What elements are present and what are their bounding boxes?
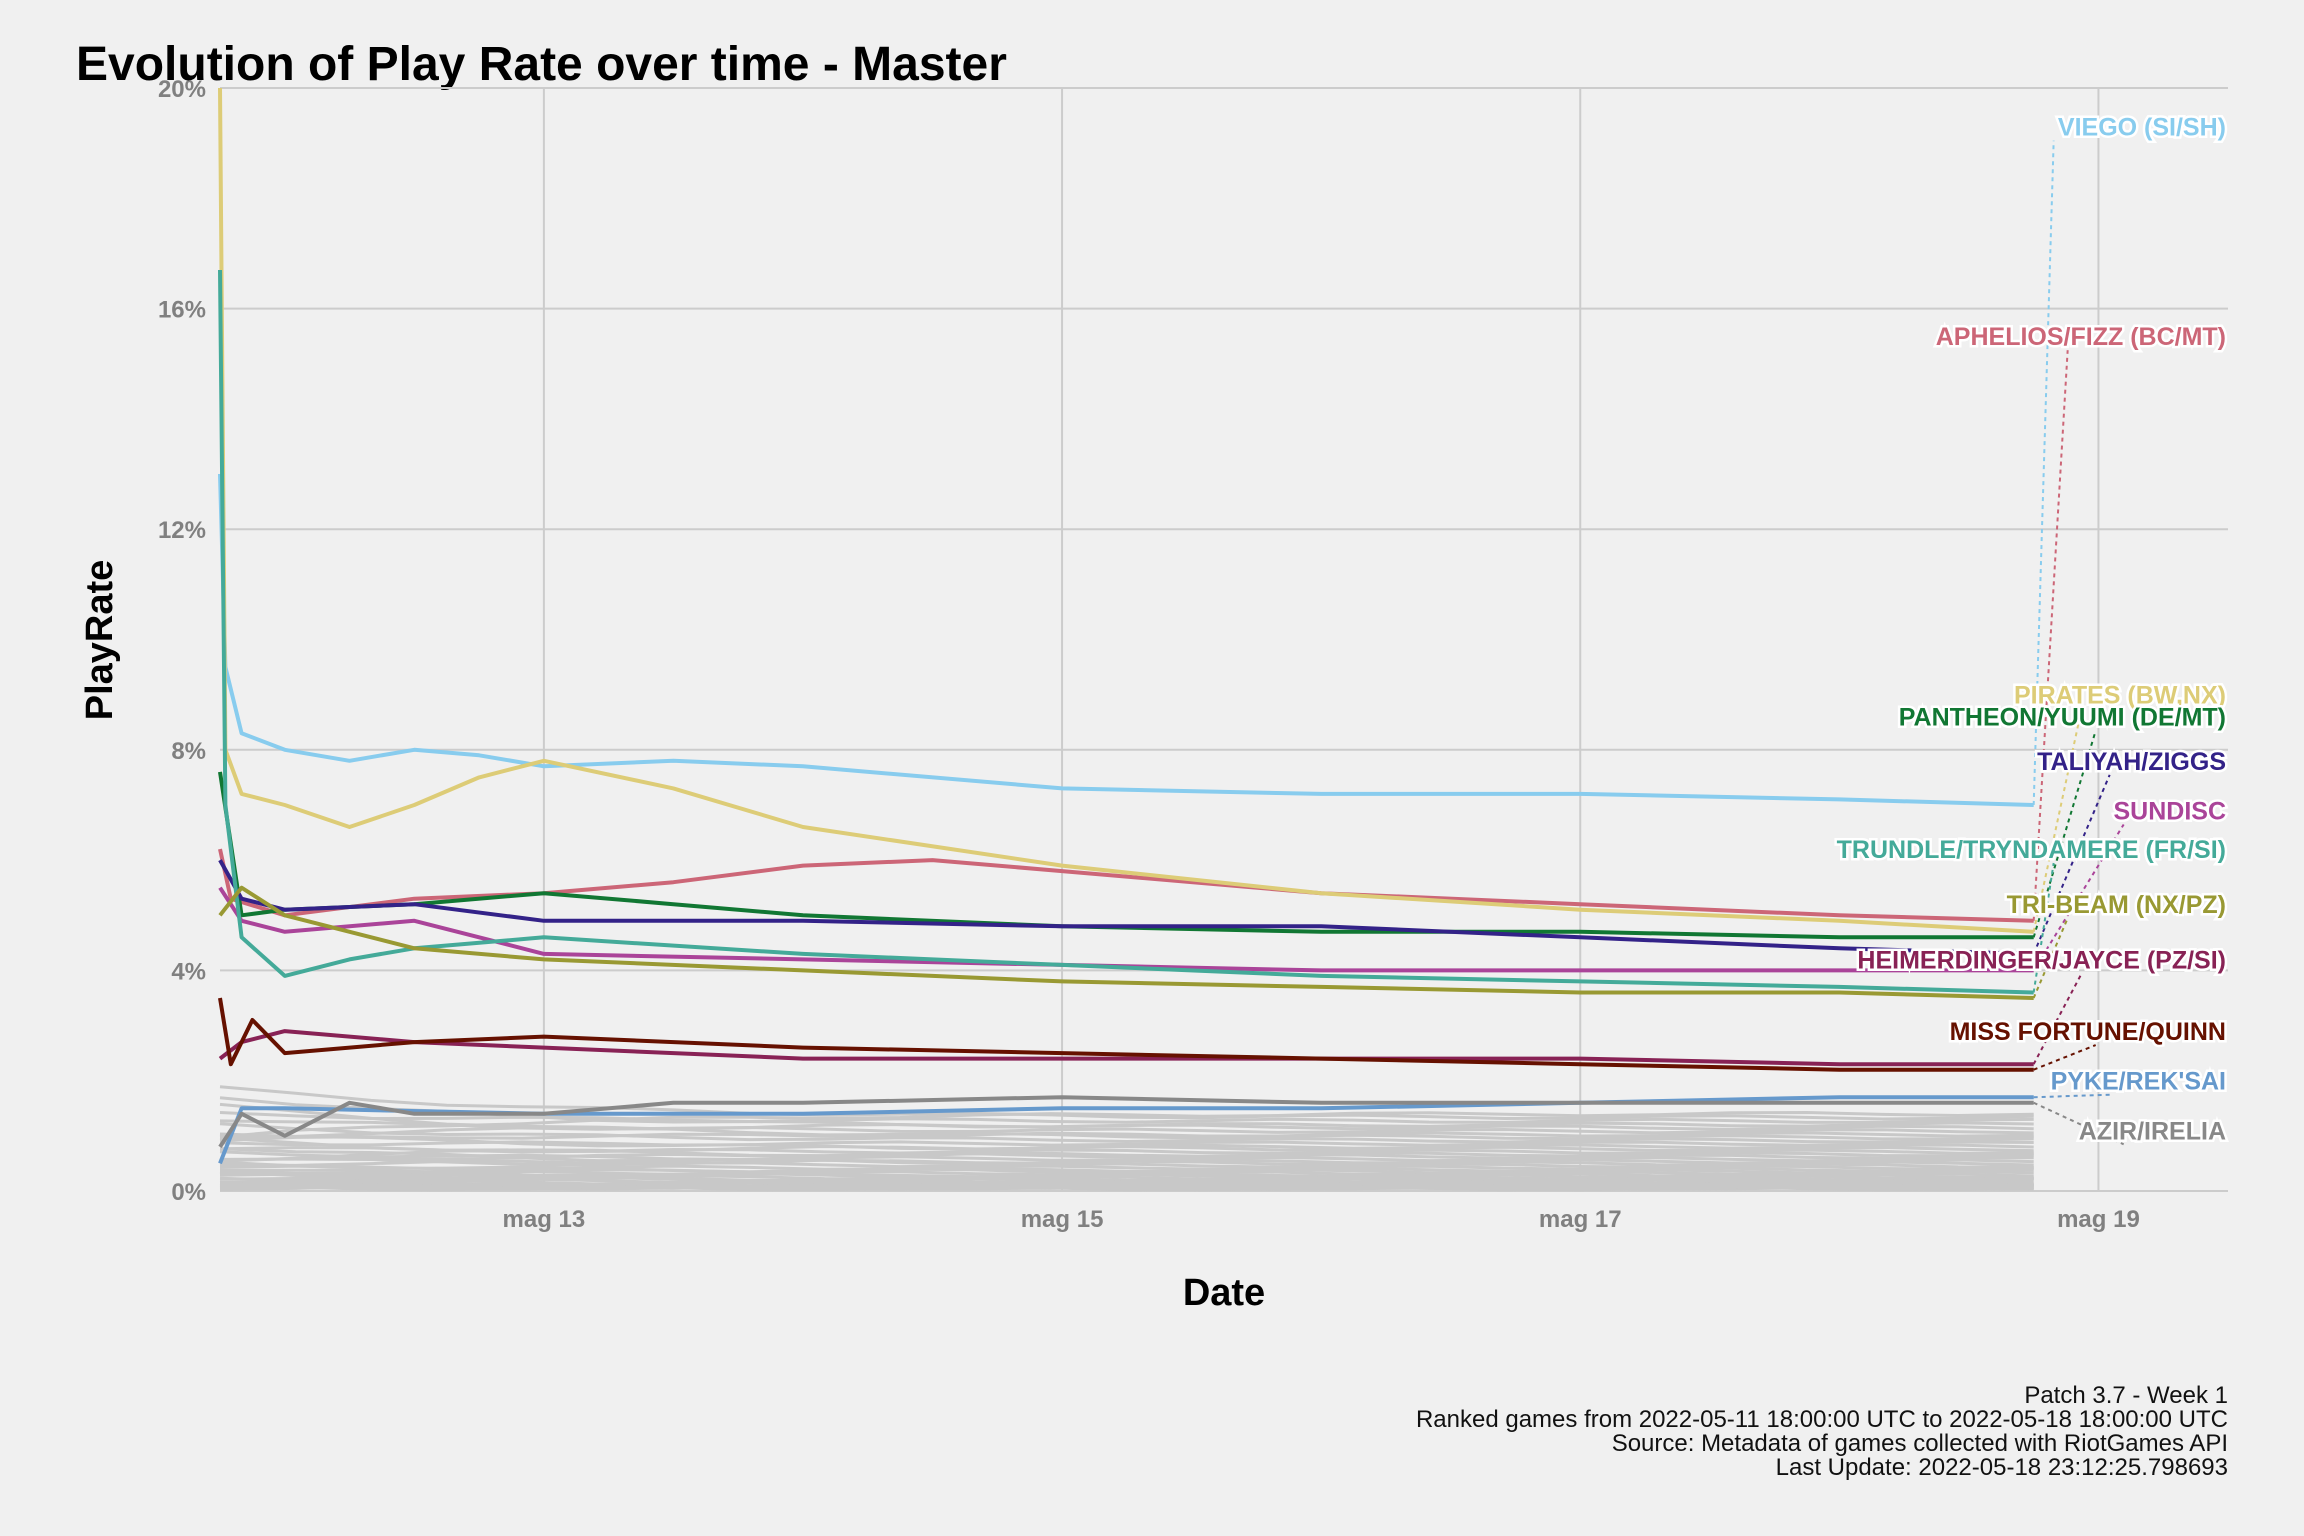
y-tick-label: 0% (171, 1179, 206, 1206)
series-lines (218, 87, 2034, 1165)
series-label: TALIYAH/ZIGGS (2037, 748, 2226, 776)
y-tick-label: 12% (158, 517, 206, 544)
background-series-line (219, 1184, 2034, 1192)
series-label: MISS FORTUNE/QUINN (1950, 1018, 2226, 1046)
series-label: PIRATES (BW,NX) (2014, 682, 2226, 710)
x-tick-label: mag 19 (2057, 1206, 2140, 1233)
background-series-line (219, 1131, 2034, 1143)
series-line (218, 1029, 2034, 1067)
series-labels: VIEGO (SI/SH) APHELIOS/FIZZ (BC/MT) PIRATE… (1834, 111, 2228, 1148)
background-series-line (219, 1085, 2034, 1121)
background-series (219, 1085, 2034, 1192)
series-line (218, 1095, 2034, 1148)
series-label: TRUNDLE/TRYNDAMERE (FR/SI) (1837, 836, 2226, 864)
series-line (218, 997, 2034, 1072)
y-tick-label: 4% (171, 958, 206, 985)
y-axis-label: PlayRate (79, 560, 121, 721)
background-series-line (219, 1096, 2034, 1131)
label-leader-line (2033, 1101, 2125, 1146)
label-leader-line (2032, 730, 2097, 938)
label-leader-line (2032, 140, 2055, 805)
label-leader-line (2032, 862, 2055, 993)
caption-range: Ranked games from 2022-05-11 18:00:00 UT… (1415, 1406, 2228, 1433)
series-label: AZIR/IRELIA (2079, 1117, 2226, 1145)
label-leader-line (2032, 774, 2111, 955)
background-series-line (219, 1136, 2034, 1160)
background-series-line (219, 1122, 2034, 1144)
y-tick-label: 20% (158, 76, 206, 103)
background-series-line (219, 1146, 2034, 1155)
label-leader-lines (2032, 140, 2125, 1146)
series-label: PANTHEON/YUUMI (DE/MT) (1899, 704, 2226, 732)
y-axis-ticks: 0% 4% 8% 12% 16% 20% (158, 76, 206, 1206)
background-series-line (219, 1102, 2034, 1141)
series-label: TRI-BEAM (NX/PZ) (2007, 891, 2226, 919)
series-label: VIEGO (SI/SH) (2058, 114, 2226, 142)
x-axis-label: Date (1183, 1272, 1265, 1314)
y-tick-label: 8% (171, 738, 206, 765)
label-leader-line (2032, 917, 2069, 999)
series-line (218, 1095, 2034, 1165)
label-leader-line (2033, 1044, 2097, 1071)
caption-source: Source: Metadata of games collected with… (1611, 1430, 2228, 1457)
series-line (218, 885, 2034, 1000)
grid-lines (220, 87, 2228, 1192)
chart-title: Evolution of Play Rate over time - Maste… (76, 38, 1007, 91)
background-series-line (219, 1110, 2034, 1139)
series-label: PYKE/REK'SAI (2051, 1068, 2226, 1096)
x-tick-label: mag 15 (1021, 1206, 1104, 1233)
chart-caption: Patch 3.7 - Week 1 Ranked games from 202… (1416, 1384, 2228, 1480)
series-line (218, 87, 2034, 934)
series-label: SUNDISC (2113, 797, 2226, 825)
x-tick-label: mag 17 (1539, 1206, 1622, 1233)
y-tick-label: 16% (158, 297, 206, 324)
label-leader-line (2032, 708, 2083, 933)
series-line (218, 886, 2034, 973)
series-label: HEIMERDINGER/JAYCE (PZ/SI) (1857, 946, 2226, 974)
x-tick-label: mag 13 (503, 1206, 586, 1233)
series-label: APHELIOS/FIZZ (BC/MT) (1936, 323, 2226, 351)
caption-update: Last Update: 2022-05-18 23:12:25.798693 (1775, 1454, 2228, 1481)
series-line (218, 473, 2034, 807)
series-line (218, 848, 2034, 923)
background-series-line (219, 1119, 2034, 1135)
caption-patch: Patch 3.7 - Week 1 (2024, 1382, 2228, 1409)
x-axis-ticks: mag 13 mag 15 mag 17 mag 19 (503, 1206, 2140, 1233)
series-line (218, 269, 2034, 995)
background-series-line (219, 1140, 2034, 1147)
label-leader-line (2032, 972, 2083, 1065)
background-series-line (219, 1164, 2034, 1171)
